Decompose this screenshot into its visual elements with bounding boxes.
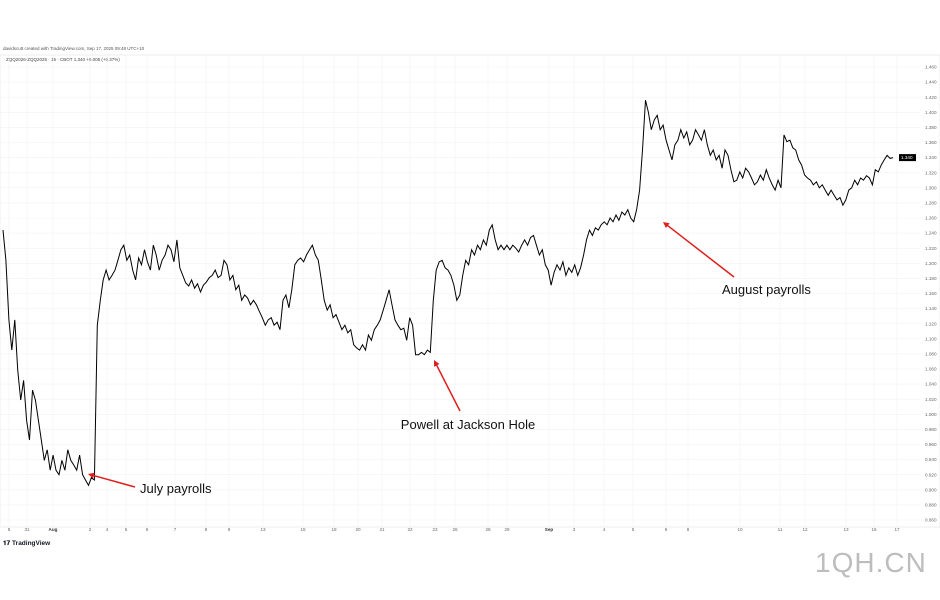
y-tick-label: 0.980	[925, 427, 937, 432]
y-tick-label: 1.460	[925, 65, 937, 70]
x-tick-label: 7	[174, 527, 177, 532]
tv-logo-icon: 𝟏𝟕	[3, 540, 13, 547]
annotation-label: July payrolls	[140, 481, 212, 496]
y-tick-label: 1.040	[925, 382, 937, 387]
x-tick-label: 31	[24, 527, 30, 532]
y-tick-label: 1.020	[925, 397, 937, 402]
annotation-arrow	[665, 223, 735, 278]
last-price-label: 1.340	[901, 155, 913, 160]
x-tick-label: 6	[665, 527, 668, 532]
last-price-tag: 1.340	[899, 154, 916, 162]
y-tick-label: 1.160	[925, 291, 937, 296]
y-tick-label: 0.920	[925, 472, 937, 477]
y-tick-label: 0.860	[925, 518, 937, 523]
y-tick-label: 0.900	[925, 487, 937, 492]
x-tick-label: 17	[894, 527, 900, 532]
annotation: August payrolls	[663, 222, 811, 297]
x-tick-label: 22	[407, 527, 413, 532]
y-tick-label: 1.340	[925, 155, 937, 160]
x-tick-label: 28	[485, 527, 491, 532]
y-tick-label: 1.440	[925, 80, 937, 85]
y-tick-label: 0.940	[925, 457, 937, 462]
x-tick-label: 9	[228, 527, 231, 532]
x-tick-label: 6	[146, 527, 149, 532]
y-tick-label: 1.120	[925, 321, 937, 326]
x-tick-label: 2	[89, 527, 92, 532]
x-tick-label: 11	[778, 527, 783, 532]
y-tick-label: 1.180	[925, 276, 937, 281]
x-tick-label: 3	[573, 527, 576, 532]
y-tick-label: 1.320	[925, 170, 937, 175]
series-line	[2, 100, 894, 487]
x-tick-label: 4	[106, 527, 109, 532]
y-tick-label: 1.420	[925, 95, 937, 100]
x-tick-label: Aug	[49, 527, 58, 532]
x-tick-label: 29	[504, 527, 510, 532]
x-tick-label: 23	[432, 527, 438, 532]
x-tick-label: 21	[379, 527, 385, 532]
y-tick-label: 1.140	[925, 306, 937, 311]
x-tick-label: 4	[603, 527, 606, 532]
annotation: Powell at Jackson Hole	[401, 360, 535, 432]
arrowhead-icon	[88, 472, 95, 479]
x-tick-label: 8	[687, 527, 690, 532]
x-tick-label: 8	[8, 527, 11, 532]
x-tick-label: 12	[802, 527, 808, 532]
y-tick-label: 1.300	[925, 185, 937, 190]
annotation-label: Powell at Jackson Hole	[401, 417, 535, 432]
y-tick-label: 1.280	[925, 201, 937, 206]
y-tick-label: 1.000	[925, 412, 937, 417]
x-tick-label: 13	[843, 527, 849, 532]
y-tick-label: 1.360	[925, 140, 937, 145]
x-tick-label: 5	[125, 527, 128, 532]
y-axis: 1.460 1.440 1.420 1.400 1.380 1.360 1.340 1.320…	[925, 65, 937, 523]
x-tick-label: 20	[355, 527, 361, 532]
y-tick-label: 1.100	[925, 336, 937, 341]
annotation: July payrolls	[88, 472, 212, 496]
x-tick-label: Sep	[545, 527, 554, 532]
y-tick-label: 1.380	[925, 125, 937, 130]
x-tick-label: 5	[632, 527, 635, 532]
x-tick-label: 10	[737, 527, 743, 532]
y-tick-label: 1.260	[925, 216, 937, 221]
annotation-arrow	[435, 363, 461, 412]
grid	[0, 54, 940, 528]
y-tick-label: 1.220	[925, 246, 937, 251]
tradingview-logo: 𝟏𝟕 TradingView	[3, 540, 50, 548]
y-tick-label: 1.200	[925, 261, 937, 266]
symbol-legend: ZQQ2026-ZQQ2025 · 15 · CBOT 1.340 +0.005…	[6, 57, 120, 62]
x-axis: 8 31 Aug 2 4 5 6 7 8 9 13 15 18 20 21 22 23 26 28 29 Sep 3 4 5 6…	[8, 527, 900, 532]
logo-text: TradingView	[12, 540, 51, 547]
y-tick-label: 0.880	[925, 503, 937, 508]
x-tick-label: 8	[205, 527, 208, 532]
x-tick-label: 18	[331, 527, 337, 532]
y-tick-label: 0.960	[925, 442, 937, 447]
y-tick-label: 1.080	[925, 352, 937, 357]
arrowhead-icon	[434, 360, 440, 367]
y-tick-label: 1.400	[925, 110, 937, 115]
x-tick-label: 15	[300, 527, 306, 532]
arrowhead-icon	[663, 222, 670, 229]
x-tick-label: 13	[260, 527, 266, 532]
chart-credit: davidscutt created with TradingView.com,…	[3, 46, 145, 51]
x-tick-label: 26	[452, 527, 458, 532]
plot-border	[0, 54, 940, 528]
y-tick-label: 1.240	[925, 231, 937, 236]
annotation-label: August payrolls	[722, 282, 811, 297]
watermark: 1QH.CN	[815, 547, 927, 578]
x-tick-label: 16	[871, 527, 877, 532]
annotation-arrow	[91, 474, 136, 488]
y-tick-label: 1.060	[925, 367, 937, 372]
